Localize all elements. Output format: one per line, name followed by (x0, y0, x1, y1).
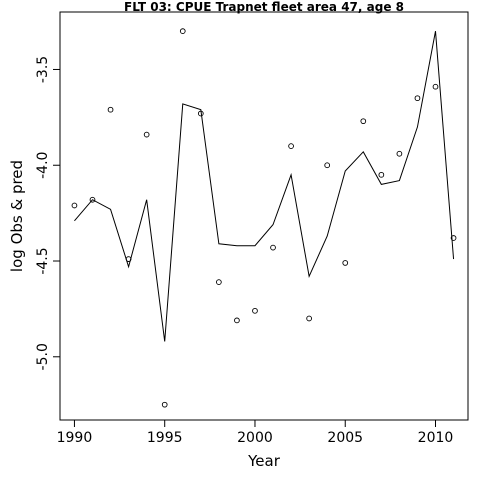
y-axis-label: log Obs & pred (8, 160, 26, 272)
x-tick-label: 1995 (147, 430, 183, 446)
observed-point (396, 150, 403, 157)
observed-points (71, 28, 457, 408)
observed-point (216, 279, 222, 285)
x-tick-label: 2000 (237, 430, 273, 446)
observed-point (306, 315, 312, 322)
observed-point (288, 143, 294, 149)
observed-point (414, 95, 421, 102)
predicted-line (74, 31, 455, 342)
y-tick-label: -5.0 (35, 343, 51, 370)
y-tick-label: -3.5 (35, 56, 51, 83)
observed-point (197, 110, 204, 117)
observed-point (450, 235, 457, 241)
x-tick-label: 2010 (418, 430, 454, 446)
observed-point (143, 131, 150, 138)
observed-point (342, 260, 349, 266)
plot-area (59, 11, 469, 421)
observed-point (378, 171, 385, 178)
observed-point (89, 196, 96, 203)
y-axis: -5.0 -4.5 -4.0 -3.5 (35, 56, 60, 370)
chart-title: FLT 03: CPUE Trapnet fleet area 47, age … (124, 0, 404, 14)
observed-point (432, 83, 439, 90)
observed-point (179, 28, 186, 35)
y-tick-label: -4.5 (35, 247, 51, 274)
observed-point (234, 317, 240, 324)
observed-point (71, 202, 78, 209)
observed-point (324, 162, 331, 169)
predicted-series-line (74, 31, 455, 342)
observed-point (270, 244, 276, 251)
observed-point (107, 106, 114, 113)
observed-point (252, 307, 258, 314)
x-axis: 1990 1995 2000 2005 2010 (57, 420, 454, 446)
observed-point (360, 118, 367, 125)
x-tick-label: 1990 (57, 430, 93, 446)
y-tick-label: -4.0 (35, 152, 51, 179)
observed-point (125, 256, 132, 262)
x-tick-label: 2005 (327, 430, 363, 446)
x-axis-label: Year (247, 452, 281, 470)
observed-point (161, 401, 168, 408)
